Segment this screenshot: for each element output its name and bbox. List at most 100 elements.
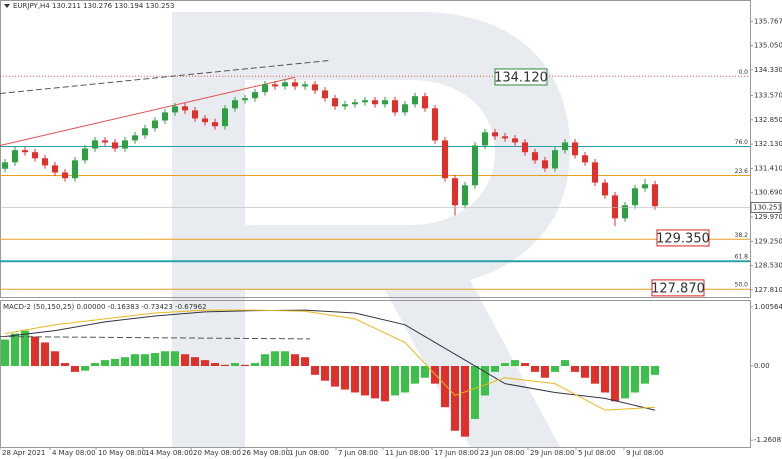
- candle-body: [492, 132, 498, 137]
- candle-body: [152, 120, 158, 129]
- candle-body: [582, 155, 588, 163]
- candle-body: [352, 102, 358, 105]
- y-tick-label: 129.250: [754, 237, 782, 245]
- histogram-bar: [411, 365, 419, 384]
- histogram-bar: [521, 363, 529, 366]
- histogram-bar: [211, 363, 219, 366]
- candle-body: [482, 132, 488, 146]
- target-box: [656, 229, 710, 247]
- candle-body: [292, 82, 298, 87]
- histogram-bar: [531, 365, 539, 372]
- candle-body: [522, 142, 528, 153]
- histogram-bar: [571, 365, 579, 372]
- histogram-bar: [501, 363, 509, 366]
- histogram-bar: [231, 363, 239, 366]
- candle-body: [632, 188, 638, 206]
- candle-body: [452, 178, 458, 206]
- candle-body: [372, 100, 378, 105]
- candle-body: [252, 92, 258, 99]
- histogram-bar: [21, 330, 29, 366]
- candle-body: [142, 128, 148, 136]
- candle-body: [532, 152, 538, 161]
- candle-body: [472, 145, 478, 186]
- candle-body: [312, 84, 318, 91]
- candle-body: [22, 150, 28, 153]
- histogram-bar: [381, 365, 389, 402]
- histogram-bar: [641, 365, 649, 384]
- fib-label: 23.6: [735, 168, 749, 175]
- histogram-bar: [71, 365, 79, 372]
- histogram-bar: [121, 357, 129, 366]
- histogram-bar: [311, 365, 319, 375]
- histogram-bar: [11, 333, 19, 366]
- y-tick-label: -1.26087: [754, 436, 782, 444]
- y-tick-label: 0.00: [754, 362, 770, 370]
- candle-body: [562, 142, 568, 151]
- target-label: 127.870: [651, 281, 705, 296]
- histogram-bar: [161, 351, 169, 366]
- menu-icon: [4, 4, 10, 8]
- macd-panel-frame: [0, 300, 751, 448]
- candle-body: [552, 150, 558, 169]
- candle-body: [102, 140, 108, 143]
- x-tick-label: 28 Apr 2021: [2, 449, 45, 457]
- histogram-bar: [151, 353, 159, 366]
- fib-label: 61.8: [735, 254, 749, 261]
- histogram-bar: [331, 365, 339, 387]
- candle-body: [2, 162, 8, 169]
- histogram-bar: [581, 365, 589, 378]
- histogram-bar: [301, 357, 309, 366]
- x-tick-label: 4 May 08:00: [52, 449, 96, 457]
- target-label: 134.120: [494, 70, 548, 85]
- y-tick-label: 134.330: [754, 66, 782, 74]
- candle-body: [512, 138, 518, 143]
- candle-body: [182, 106, 188, 111]
- histogram-bar: [441, 365, 449, 408]
- candle-body: [282, 82, 288, 87]
- x-tick-label: 1 Jun 08:00: [289, 449, 329, 457]
- candle-body: [82, 148, 88, 161]
- histogram-bar: [171, 351, 179, 366]
- x-tick-label: 5 Jul 08:00: [578, 449, 616, 457]
- trend-line: [0, 59, 331, 94]
- trend-line: [0, 336, 311, 340]
- last-price-label: 130.253: [753, 203, 782, 211]
- candle-body: [392, 100, 398, 113]
- candle-body: [192, 110, 198, 119]
- x-tick-label: 26 May 08:00: [242, 449, 290, 457]
- candle-body: [652, 184, 658, 207]
- candle-body: [52, 165, 58, 173]
- histogram-bar: [621, 365, 629, 399]
- candle-body: [592, 162, 598, 183]
- histogram-bar: [101, 360, 109, 366]
- candle-body: [242, 98, 248, 101]
- y-tick-label: 133.570: [754, 92, 782, 100]
- last-price-box: [750, 202, 782, 213]
- candle-body: [462, 185, 468, 206]
- histogram-bar: [41, 342, 49, 366]
- candle-body: [222, 108, 228, 127]
- candle-body: [602, 182, 608, 196]
- x-tick-label: 29 Jun 08:00: [530, 449, 574, 457]
- candle-body: [62, 172, 68, 179]
- histogram-bar: [131, 354, 139, 366]
- histogram-bar: [141, 354, 149, 366]
- target-label: 129.350: [656, 231, 710, 246]
- histogram-bar: [341, 365, 349, 390]
- histogram-bar: [321, 365, 329, 381]
- candle-body: [382, 100, 388, 105]
- candle-body: [112, 142, 118, 149]
- histogram-bar: [471, 365, 479, 419]
- candle-body: [612, 195, 618, 219]
- candle-body: [172, 106, 178, 113]
- x-tick-label: 17 Jun 08:00: [434, 449, 478, 457]
- histogram-bar: [631, 365, 639, 393]
- y-tick-label: 130.690: [754, 189, 782, 197]
- y-tick-label: 131.410: [754, 164, 782, 172]
- candle-body: [642, 184, 648, 189]
- candle-body: [412, 96, 418, 105]
- candle-body: [92, 140, 98, 149]
- watermark: [172, 12, 570, 447]
- candle-body: [332, 98, 338, 107]
- target-box: [494, 68, 548, 86]
